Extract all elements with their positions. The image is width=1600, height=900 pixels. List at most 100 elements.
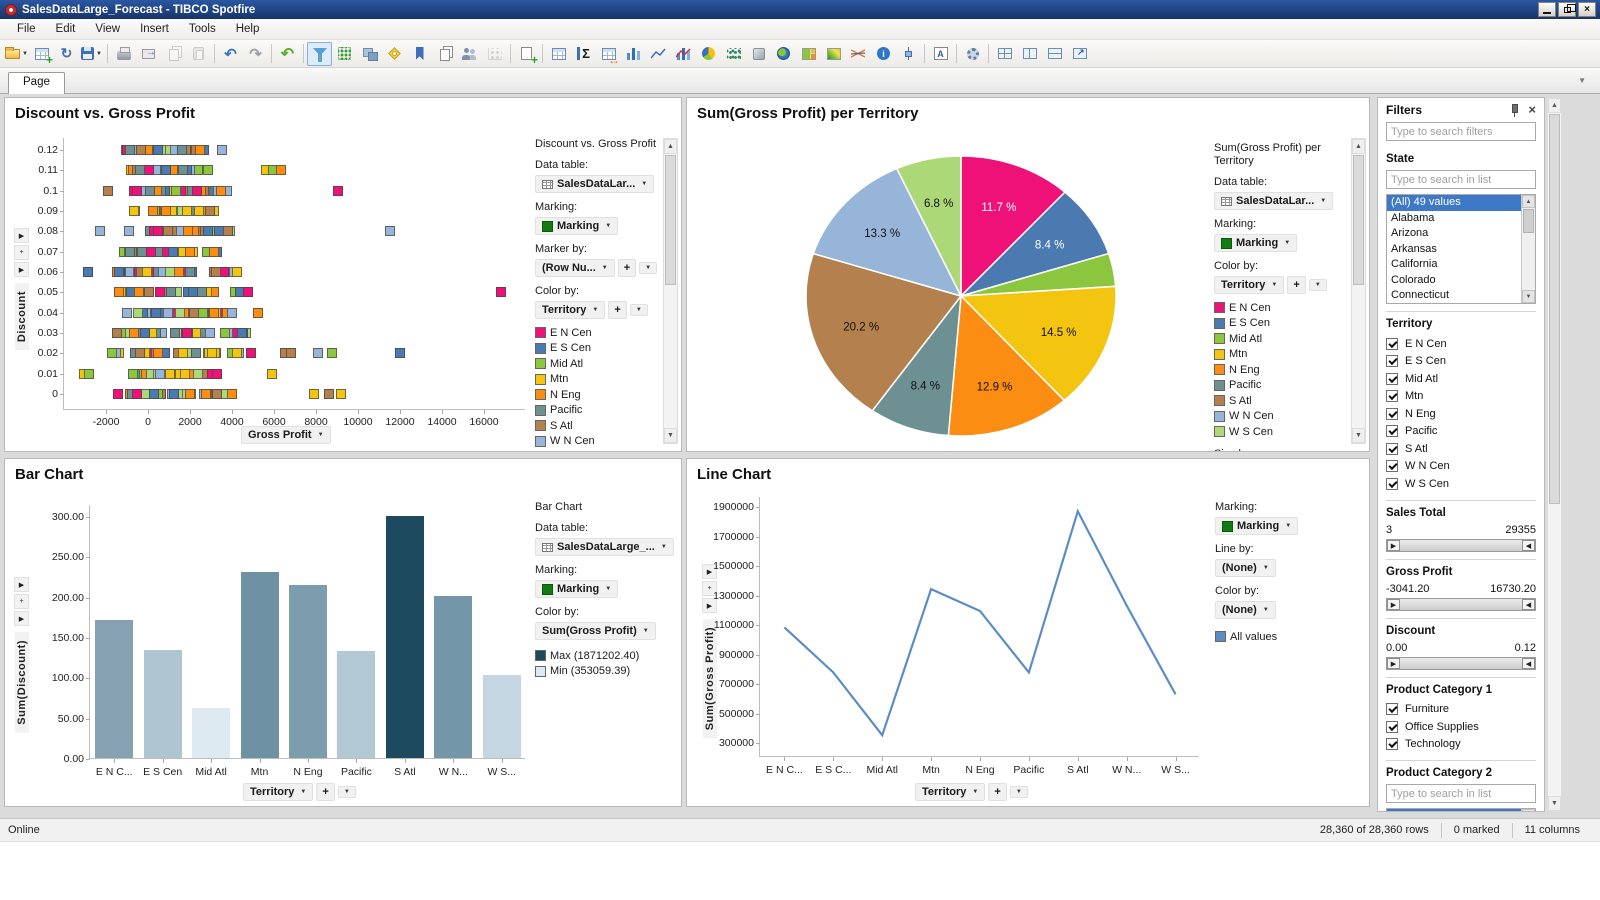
color-by-add-button[interactable]: + bbox=[1287, 276, 1306, 294]
bookmarks-icon[interactable] bbox=[407, 42, 432, 66]
scatter-marker[interactable] bbox=[113, 287, 124, 298]
scatter-marker[interactable] bbox=[175, 307, 186, 318]
data-table-dropdown[interactable]: SalesDataLarge_... ▼ bbox=[535, 538, 674, 556]
scatter-marker[interactable] bbox=[313, 348, 324, 359]
range-handle-left[interactable]: ▶ bbox=[1387, 598, 1400, 610]
checkbox-checked[interactable] bbox=[1386, 337, 1398, 350]
new-cross-table-icon[interactable]: ↔ bbox=[596, 42, 621, 67]
scatter-marker[interactable] bbox=[207, 348, 218, 359]
range-handle-right[interactable]: ◀ bbox=[1522, 657, 1535, 669]
scatter-marker[interactable] bbox=[495, 287, 506, 298]
scatter-marker[interactable] bbox=[243, 287, 254, 298]
marker-by-dropdown[interactable]: (Row Nu... ▼ bbox=[535, 259, 615, 277]
scroll-up-button[interactable]: ▲ bbox=[1548, 98, 1561, 113]
range-handle-left[interactable]: ▶ bbox=[1387, 539, 1400, 551]
scatter-marker[interactable] bbox=[125, 145, 136, 155]
checkbox-checked[interactable] bbox=[1386, 407, 1398, 420]
maximize-visualization-icon[interactable] bbox=[1067, 42, 1092, 66]
scatter-marker[interactable] bbox=[187, 287, 198, 298]
scatter-marker[interactable] bbox=[140, 328, 151, 338]
scroll-down-button[interactable]: ▼ bbox=[1548, 796, 1561, 811]
scatter-marker[interactable] bbox=[237, 328, 248, 338]
scatter-marker[interactable] bbox=[143, 165, 154, 176]
range-handle-right[interactable]: ◀ bbox=[1522, 539, 1535, 551]
scatter-marker[interactable] bbox=[336, 389, 347, 399]
pie-slice[interactable] bbox=[959, 285, 1117, 402]
export-to-presentation-icon[interactable] bbox=[136, 42, 161, 66]
scatter-marker[interactable] bbox=[253, 307, 264, 318]
checkbox-checked[interactable] bbox=[1386, 477, 1398, 490]
axis-expand-button[interactable]: ▶ bbox=[14, 262, 29, 277]
filter-checkbox-furniture[interactable]: Furniture bbox=[1386, 701, 1536, 719]
bar-plot-area[interactable]: 0.00 50.00 100.00 150.00 200.00 250.00 300.00 E… bbox=[52, 505, 525, 778]
list-item-selected[interactable]: (All) 17 values bbox=[1387, 809, 1535, 811]
scatter-marker[interactable] bbox=[84, 368, 95, 379]
axis-expand-button[interactable]: ▶ bbox=[14, 228, 29, 243]
list-item[interactable]: Arkansas bbox=[1391, 242, 1437, 255]
line-series[interactable] bbox=[783, 508, 1177, 738]
scatter-marker[interactable] bbox=[144, 185, 155, 196]
bar[interactable] bbox=[95, 620, 134, 758]
scatter-marker[interactable] bbox=[122, 307, 133, 318]
scatter-marker[interactable] bbox=[132, 307, 143, 318]
scatter-marker[interactable] bbox=[193, 206, 204, 216]
color-by-dropdown[interactable]: (None) ▼ bbox=[1215, 601, 1276, 619]
scatter-marker[interactable] bbox=[203, 165, 214, 176]
menu-tools[interactable]: Tools bbox=[188, 23, 216, 35]
new-box-plot-icon[interactable] bbox=[896, 42, 921, 66]
close-filters-icon[interactable]: × bbox=[1528, 102, 1536, 117]
scroll-thumb[interactable] bbox=[665, 155, 676, 285]
scatter-marker[interactable] bbox=[173, 267, 184, 277]
list-search-input[interactable] bbox=[1386, 170, 1536, 189]
scatter-marker[interactable] bbox=[177, 145, 188, 155]
new-table-icon[interactable] bbox=[546, 42, 571, 66]
filters-search-input[interactable] bbox=[1386, 122, 1536, 141]
scatter-marker[interactable] bbox=[160, 206, 171, 216]
scatter-marker[interactable] bbox=[127, 368, 138, 379]
scatter-marker[interactable] bbox=[148, 206, 159, 216]
list-item-selected[interactable]: (All) 49 values bbox=[1387, 195, 1535, 211]
scatter-marker[interactable] bbox=[222, 226, 233, 237]
new-3d-scatter-plot-icon[interactable] bbox=[746, 42, 771, 66]
scatter-marker[interactable] bbox=[384, 226, 395, 237]
filter-checkbox-e-n-cen[interactable]: E N Cen bbox=[1386, 335, 1536, 353]
scatter-marker[interactable] bbox=[208, 307, 219, 318]
open-icon[interactable]: ▼ bbox=[4, 42, 29, 66]
scatter-marker[interactable] bbox=[141, 267, 152, 277]
add-data-tables-icon[interactable]: + bbox=[29, 42, 54, 67]
axis-expand-button[interactable]: ▶ bbox=[702, 598, 717, 613]
scatter-marker[interactable] bbox=[190, 348, 201, 359]
color-by-add-button[interactable]: + bbox=[608, 301, 627, 319]
data-table-dropdown[interactable]: SalesDataLar... ▼ bbox=[1214, 192, 1334, 210]
pie-slice[interactable] bbox=[895, 155, 962, 297]
save-icon[interactable]: ▼ bbox=[79, 42, 104, 66]
list-item[interactable]: Arizona bbox=[1391, 227, 1429, 239]
new-parallel-coordinate-plot-icon[interactable] bbox=[846, 42, 871, 66]
pie-slice[interactable] bbox=[960, 155, 1067, 298]
document-properties-icon[interactable] bbox=[960, 42, 985, 66]
scatter-marker[interactable] bbox=[232, 348, 243, 359]
scatter-marker[interactable] bbox=[227, 307, 238, 318]
scatter-marker[interactable] bbox=[170, 185, 181, 196]
filter-checkbox-s-atl[interactable]: S Atl bbox=[1386, 440, 1536, 458]
color-by-dropdown[interactable]: Sum(Gross Profit) ▼ bbox=[535, 622, 656, 640]
new-combination-chart-icon[interactable] bbox=[671, 42, 696, 66]
scatter-marker[interactable] bbox=[204, 206, 215, 216]
marking-icon[interactable] bbox=[332, 42, 357, 66]
bar[interactable] bbox=[482, 674, 521, 758]
filter-checkbox-mtn[interactable]: Mtn bbox=[1386, 388, 1536, 406]
scatter-marker[interactable] bbox=[184, 389, 195, 399]
pie-slice[interactable] bbox=[947, 294, 1066, 437]
scatter-marker[interactable] bbox=[144, 287, 155, 298]
axis-expand-button[interactable]: ▶ bbox=[702, 564, 717, 579]
bar[interactable] bbox=[289, 585, 327, 758]
scatter-marker[interactable] bbox=[178, 165, 189, 176]
scatter-marker[interactable] bbox=[183, 226, 194, 237]
scroll-thumb[interactable] bbox=[1549, 114, 1560, 504]
scatter-marker[interactable] bbox=[208, 246, 219, 257]
menu-help[interactable]: Help bbox=[235, 23, 260, 35]
scatter-marker[interactable] bbox=[124, 226, 135, 237]
scatter-marker[interactable] bbox=[132, 389, 143, 399]
scatter-marker[interactable] bbox=[326, 348, 337, 359]
scatter-marker[interactable] bbox=[161, 165, 172, 176]
